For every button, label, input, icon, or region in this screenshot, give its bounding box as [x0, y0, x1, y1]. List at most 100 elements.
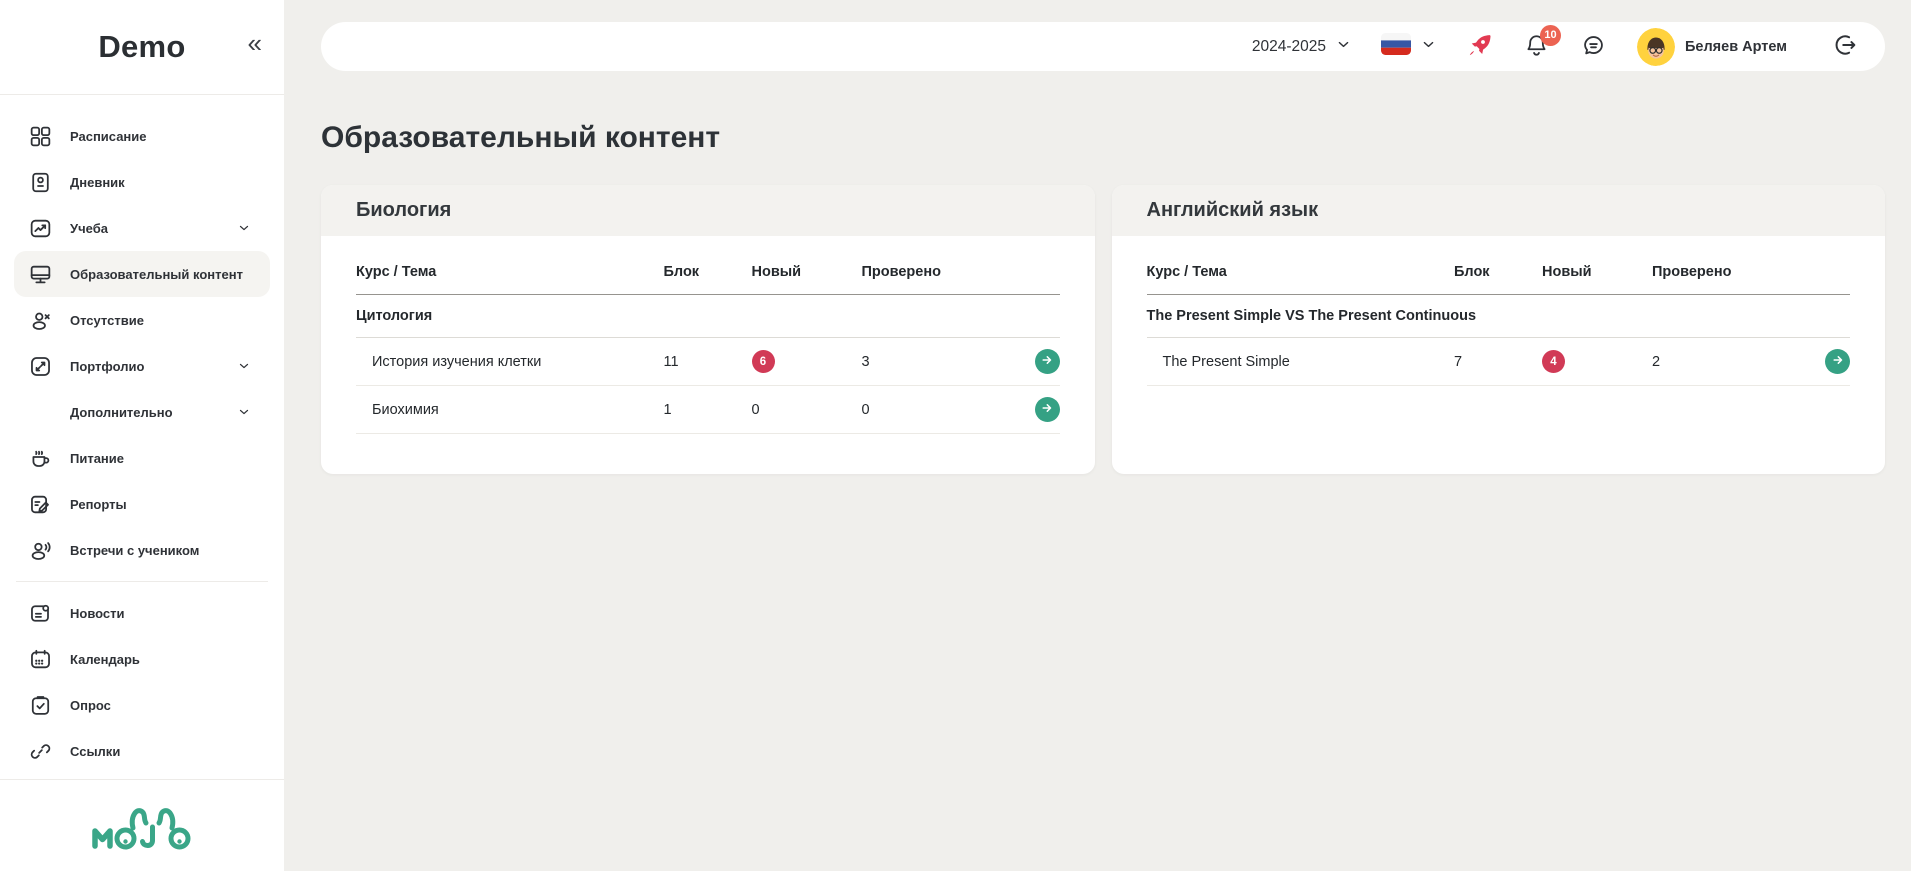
topic-actions — [1011, 337, 1060, 386]
sidebar-item-label: Расписание — [70, 128, 147, 144]
sidebar-item-reporty[interactable]: Репорты — [14, 481, 270, 527]
expand-icon — [27, 353, 53, 379]
subject-card-1: Биология Курс / Тема Блок Новый Проверено Цит… — [321, 185, 1095, 474]
app-title: Demo — [98, 29, 186, 64]
survey-icon — [27, 692, 53, 718]
new-count-badge: 4 — [1542, 350, 1565, 373]
arrow-right-icon — [1040, 353, 1054, 370]
language-select[interactable] — [1380, 33, 1436, 60]
chevron-down-icon — [231, 353, 257, 379]
sidebar-item-dopolnitelno[interactable]: Дополнительно — [14, 389, 270, 435]
topic-actions — [1011, 385, 1060, 434]
logout-button[interactable] — [1831, 31, 1859, 62]
journal-icon — [27, 169, 53, 195]
topbar: 2024-2025 — [321, 22, 1885, 71]
column-header: Проверено — [861, 236, 1012, 295]
logout-icon — [1831, 31, 1859, 62]
news-icon — [27, 600, 53, 626]
new-count-cell: 4 — [1542, 337, 1652, 386]
rocket-button[interactable] — [1466, 32, 1493, 62]
russian-flag-icon — [1380, 33, 1411, 60]
topic-name: История изучения клетки — [356, 337, 664, 386]
column-header: Курс / Тема — [1146, 236, 1454, 295]
course-group-name: Цитология — [356, 294, 1060, 338]
table-header-row: Курс / Тема Блок Новый Проверено — [1146, 236, 1850, 295]
new-count-cell: 6 — [751, 337, 862, 386]
user-x-icon — [27, 307, 53, 333]
sidebar-item-label: Питание — [70, 450, 125, 466]
card-title: Английский язык — [1146, 199, 1319, 221]
sidebar-item-ssylki[interactable]: Ссылки — [14, 728, 270, 774]
coffee-cup-icon — [27, 445, 53, 471]
sidebar-item-kalendar[interactable]: Календарь — [14, 636, 270, 682]
column-header: Проверено — [1652, 236, 1802, 295]
topics-table: Курс / Тема Блок Новый Проверено Цитология Ис… — [356, 236, 1060, 434]
subject-card-2: Английский язык Курс / Тема Блок Новый Прове… — [1111, 185, 1885, 474]
column-header: Новый — [1542, 236, 1652, 295]
sidebar-divider — [16, 581, 268, 582]
chevron-down-icon — [231, 215, 257, 241]
subject-cards-row: Биология Курс / Тема Блок Новый Проверено Цит… — [321, 185, 1885, 474]
sidebar-item-opros[interactable]: Опрос — [14, 682, 270, 728]
topic-row: Биохимия 1 0 0 — [356, 385, 1060, 434]
sidebar-item-obrazovatelnyy-kontent[interactable]: Образовательный контент — [14, 251, 270, 297]
column-header: Курс / Тема — [356, 236, 664, 295]
table-header-row: Курс / Тема Блок Новый Проверено — [356, 236, 1060, 295]
block-count: 1 — [663, 385, 752, 434]
card-body: Курс / Тема Блок Новый Проверено Цитология Ис… — [321, 236, 1095, 474]
sidebar-item-raspisanie[interactable]: Расписание — [14, 113, 270, 159]
block-count: 7 — [1454, 337, 1542, 386]
sidebar-item-label: Образовательный контент — [70, 266, 243, 282]
sidebar-item-novosti[interactable]: Новости — [14, 590, 270, 636]
page-title: Образовательный контент — [321, 121, 721, 154]
link-icon — [27, 738, 53, 764]
notifications-button[interactable]: 10 — [1523, 24, 1561, 62]
chevron-down-icon — [1421, 37, 1436, 57]
arrow-right-icon — [1040, 401, 1054, 418]
checked-count: 0 — [861, 385, 1012, 434]
chat-bubble-icon — [1580, 32, 1607, 62]
sidebar-item-pitanie[interactable]: Питание — [14, 435, 270, 481]
topic-name: The Present Simple — [1146, 337, 1454, 386]
sidebar-item-portfolio[interactable]: Портфолио — [14, 343, 270, 389]
open-topic-button[interactable] — [1034, 349, 1060, 374]
user-menu[interactable]: Беляев Артем — [1636, 27, 1787, 66]
sidebar-item-ucheba[interactable]: Учеба — [14, 205, 270, 251]
sidebar-footer — [0, 779, 284, 871]
user-name: Беляев Артем — [1684, 38, 1787, 55]
sidebar-item-vstrechi-s-uchenikom[interactable]: Встречи с учеником — [14, 527, 270, 573]
school-year-select[interactable]: 2024-2025 — [1252, 37, 1351, 57]
sidebar-item-label: Встречи с учеником — [70, 542, 200, 558]
user-voice-icon — [27, 537, 53, 563]
column-header-actions — [1802, 236, 1850, 295]
open-topic-button[interactable] — [1034, 397, 1060, 422]
topic-actions — [1802, 337, 1850, 386]
sidebar-item-otsutstvie[interactable]: Отсутствие — [14, 297, 270, 343]
topics-table: Курс / Тема Блок Новый Проверено The Present… — [1146, 236, 1850, 386]
sidebar-item-label: Новости — [70, 605, 125, 621]
new-count-cell: 0 — [751, 385, 862, 434]
arrow-right-icon — [1831, 353, 1845, 370]
open-topic-button[interactable] — [1825, 349, 1850, 374]
notification-badge: 10 — [1539, 24, 1561, 46]
sidebar-item-label: Дополнительно — [70, 404, 173, 420]
icon-spacer — [27, 399, 53, 425]
card-header: Биология — [321, 185, 1095, 236]
sidebar-item-dnevnik[interactable]: Дневник — [14, 159, 270, 205]
grid-icon — [27, 123, 53, 149]
messages-button[interactable] — [1580, 32, 1607, 62]
block-count: 11 — [663, 337, 752, 386]
course-group-row: Цитология — [356, 294, 1060, 338]
monitor-icon — [27, 261, 53, 287]
collapse-sidebar-button[interactable]: « — [247, 28, 262, 58]
sidebar: Demo « Расписание Дневник Учеба Образовател… — [0, 0, 284, 871]
course-group-row: The Present Simple VS The Present Contin… — [1146, 294, 1850, 338]
sidebar-item-label: Ссылки — [70, 743, 121, 759]
topic-row: The Present Simple 7 4 2 — [1146, 337, 1850, 386]
main-area: 2024-2025 — [284, 0, 1911, 871]
sidebar-item-label: Календарь — [70, 651, 140, 667]
sidebar-menu: Расписание Дневник Учеба Образовательный ко… — [0, 95, 284, 774]
school-year-value: 2024-2025 — [1251, 37, 1326, 55]
calendar-icon — [27, 646, 53, 672]
new-count-badge: 6 — [751, 350, 775, 373]
